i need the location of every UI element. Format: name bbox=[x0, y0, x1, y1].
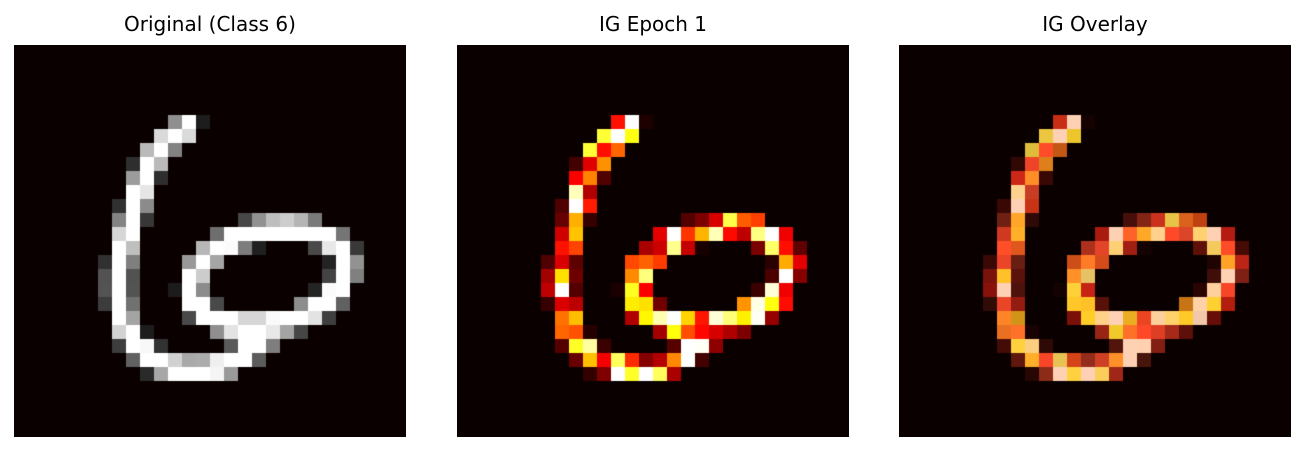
panel-title-ig-epoch: IG Epoch 1 bbox=[598, 12, 708, 36]
ig-attribution-heatmap bbox=[457, 45, 849, 437]
original-digit-image bbox=[14, 45, 406, 437]
panel-original: Original (Class 6) bbox=[14, 0, 406, 452]
ig-overlay-image bbox=[899, 45, 1291, 437]
panel-ig-epoch: IG Epoch 1 bbox=[457, 0, 849, 452]
panel-title-original: Original (Class 6) bbox=[124, 12, 296, 36]
panel-title-ig-overlay: IG Overlay bbox=[1042, 12, 1148, 36]
panel-ig-overlay: IG Overlay bbox=[899, 0, 1291, 452]
